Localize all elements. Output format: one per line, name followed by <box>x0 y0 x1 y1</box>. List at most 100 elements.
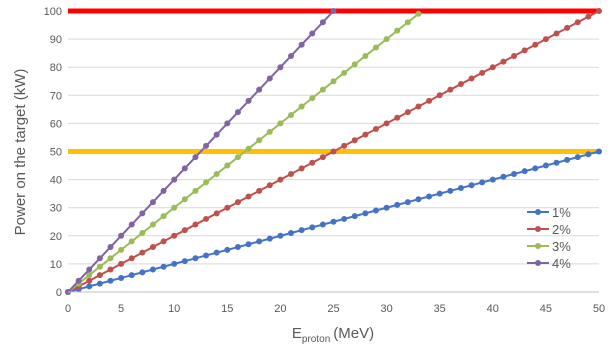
data-point <box>288 111 295 118</box>
y-tick-label: 40 <box>50 175 62 187</box>
legend-label: 3% <box>552 239 571 254</box>
data-point <box>351 213 358 220</box>
data-point <box>107 244 114 251</box>
data-point <box>553 30 560 37</box>
data-point <box>585 151 592 158</box>
data-point <box>139 269 146 276</box>
data-point <box>309 30 316 37</box>
y-tick-label: 0 <box>56 287 62 299</box>
data-point <box>256 86 263 93</box>
data-point <box>213 249 220 256</box>
data-point <box>564 24 571 31</box>
data-point <box>436 190 443 197</box>
data-point <box>383 120 390 127</box>
data-point <box>362 52 369 59</box>
data-point <box>362 131 369 138</box>
gridlines <box>68 10 599 265</box>
data-point <box>181 196 188 203</box>
series-1 <box>65 148 602 295</box>
data-point <box>203 142 210 149</box>
data-point <box>298 227 305 234</box>
data-point <box>234 109 241 116</box>
data-point <box>224 204 231 211</box>
x-axis-title-main: E <box>292 325 302 342</box>
data-point <box>341 142 348 149</box>
x-axis-title-subscript: proton <box>302 334 330 345</box>
legend-label: 2% <box>552 222 571 237</box>
data-point <box>372 44 379 51</box>
data-point <box>277 176 284 183</box>
data-point <box>596 148 602 155</box>
y-tick-label: 30 <box>50 203 62 215</box>
data-point <box>256 137 263 144</box>
data-point <box>128 238 135 245</box>
data-point <box>192 187 199 194</box>
data-point <box>542 36 549 43</box>
data-point <box>234 199 241 206</box>
data-point <box>160 187 167 194</box>
data-point <box>107 277 114 284</box>
series-4 <box>65 8 337 295</box>
data-point <box>118 274 125 281</box>
data-point <box>351 61 358 68</box>
data-point <box>404 109 411 116</box>
data-point <box>341 215 348 222</box>
series-line <box>67 13 420 293</box>
data-point <box>532 41 539 48</box>
data-point <box>203 252 210 259</box>
x-tick-label: 30 <box>380 303 392 315</box>
data-point <box>75 277 82 284</box>
data-point <box>288 170 295 177</box>
data-point <box>192 154 199 161</box>
data-point <box>383 36 390 43</box>
y-tick-label: 80 <box>50 62 62 74</box>
data-point <box>118 260 125 267</box>
axes: 0 10 20 30 40 50 60 70 80 90 100 0 5 10 15 20 25 30 35 40 45… <box>44 6 605 315</box>
data-point <box>224 120 231 127</box>
legend-entry: 2% <box>527 222 571 237</box>
data-point <box>553 159 560 166</box>
data-point <box>319 86 326 93</box>
data-point <box>511 170 518 177</box>
data-point <box>160 213 167 220</box>
series-3 <box>65 10 422 295</box>
data-point <box>128 221 135 228</box>
data-point <box>96 272 103 279</box>
data-point <box>171 260 178 267</box>
data-point <box>532 165 539 172</box>
data-point <box>341 69 348 76</box>
y-tick-label: 60 <box>50 118 62 130</box>
data-point <box>574 154 581 161</box>
data-point <box>479 69 486 76</box>
legend-swatch-marker <box>535 226 541 232</box>
data-point <box>266 182 273 189</box>
data-point <box>96 263 103 270</box>
data-point <box>468 75 475 82</box>
data-point <box>457 81 464 88</box>
data-point <box>319 154 326 161</box>
legend-swatch-marker <box>535 243 541 249</box>
data-point <box>139 249 146 256</box>
data-point <box>245 241 252 248</box>
x-axis-title-unit: (MeV) <box>333 325 374 342</box>
data-point <box>319 19 326 26</box>
data-point <box>436 92 443 99</box>
data-point <box>86 277 93 284</box>
y-tick-label: 90 <box>50 34 62 46</box>
data-point <box>521 168 528 175</box>
data-point <box>468 182 475 189</box>
data-point <box>426 193 433 200</box>
data-point <box>213 170 220 177</box>
data-point <box>309 95 316 102</box>
data-point <box>192 255 199 262</box>
data-point <box>574 19 581 26</box>
legend-entry: 4% <box>527 256 571 271</box>
data-point <box>330 148 337 155</box>
data-point <box>181 227 188 234</box>
data-point <box>171 204 178 211</box>
data-point <box>256 187 263 194</box>
x-tick-label: 15 <box>221 303 233 315</box>
data-point <box>160 263 167 270</box>
data-point <box>86 266 93 273</box>
data-point <box>489 64 496 71</box>
